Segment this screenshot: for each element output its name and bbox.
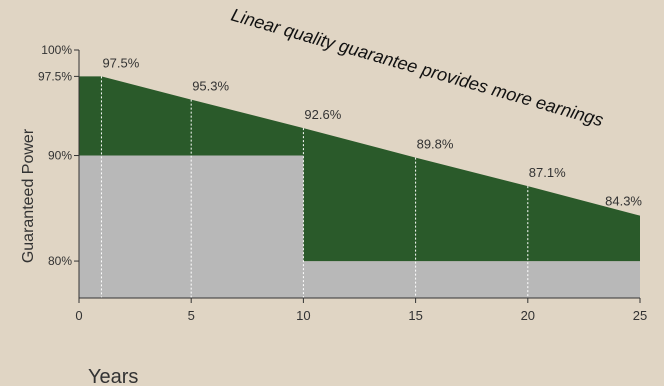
data-label: 84.3% <box>605 194 642 209</box>
x-tick-label: 25 <box>633 308 647 323</box>
axes: 100% 97.5% 90% 80% 0 5 10 15 20 25 <box>38 43 647 323</box>
x-tick-label: 0 <box>75 308 82 323</box>
y-tick-label: 80% <box>48 254 72 268</box>
x-tick-label: 15 <box>408 308 422 323</box>
data-label: 87.1% <box>529 165 566 180</box>
linear-guarantee-area <box>79 76 640 262</box>
data-label: 92.6% <box>304 107 341 122</box>
guide-lines <box>100 76 529 298</box>
data-label: 97.5% <box>102 55 139 70</box>
y-tick-label: 90% <box>48 149 72 163</box>
chart-areas <box>79 76 640 298</box>
y-tick-label: 100% <box>41 43 72 57</box>
x-tick-label: 10 <box>296 308 310 323</box>
data-labels: 97.5% 95.3% 92.6% 89.8% 87.1% 84.3% <box>102 55 642 208</box>
step-guarantee-area <box>79 155 640 298</box>
chart-title: Linear quality guarantee provides more e… <box>229 5 606 131</box>
y-tick-label: 97.5% <box>38 69 72 83</box>
data-label: 95.3% <box>192 79 229 94</box>
x-tick-label: 20 <box>521 308 535 323</box>
x-tick-label: 5 <box>188 308 195 323</box>
x-axis-label: Years <box>88 366 138 386</box>
data-label: 89.8% <box>417 137 454 152</box>
y-axis-label: Guaranteed Power <box>20 128 37 263</box>
